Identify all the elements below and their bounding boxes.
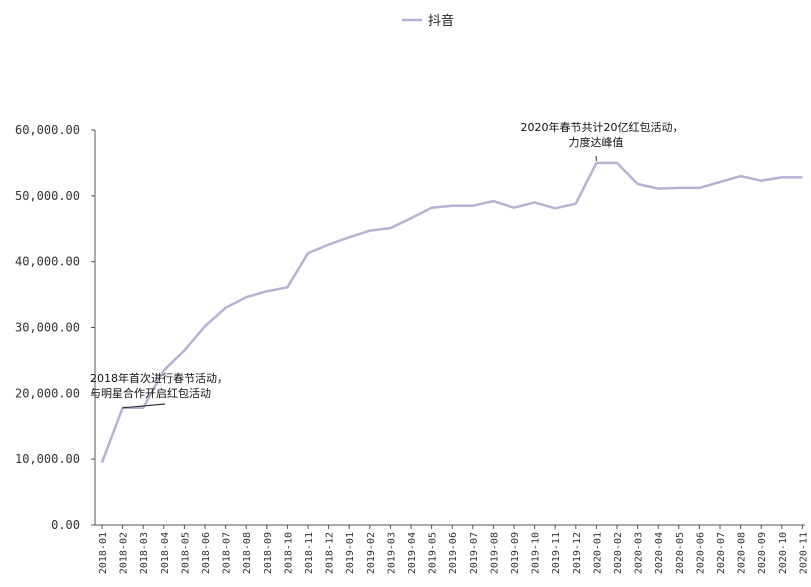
legend-label: 抖音 bbox=[428, 13, 454, 29]
x-tick-label: 2019-10 bbox=[531, 532, 542, 574]
x-tick-label: 2018-06 bbox=[201, 532, 212, 574]
x-tick-label: 2019-11 bbox=[551, 532, 562, 574]
x-tick-label: 2020-08 bbox=[737, 532, 748, 574]
x-tick-label: 2019-07 bbox=[469, 532, 480, 574]
y-axis: 0.00 10,000.00 20,000.00 30,000.00 40,000.00… bbox=[15, 123, 96, 532]
x-tick-label: 2019-04 bbox=[407, 532, 418, 574]
y-tick-label: 30,000.00 bbox=[15, 321, 80, 335]
series-line-douyin bbox=[100, 161, 803, 463]
x-tick-label: 2018-07 bbox=[222, 532, 233, 574]
annotation-2020-line-1: 2020年春节共计20亿红包活动， bbox=[521, 120, 684, 134]
y-tick-label: 50,000.00 bbox=[15, 189, 80, 203]
x-tick-label: 2020-06 bbox=[695, 532, 706, 574]
x-tick-label: 2020-07 bbox=[716, 532, 727, 574]
x-tick-label: 2019-06 bbox=[448, 532, 459, 574]
x-tick-label: 2019-01 bbox=[345, 532, 356, 574]
x-tick-label: 2019-03 bbox=[386, 532, 397, 574]
x-tick-label: 2020-02 bbox=[613, 532, 624, 574]
annotation-2020-line-2: 力度达峰值 bbox=[569, 135, 624, 149]
x-tick-label: 2018-04 bbox=[160, 532, 171, 574]
y-tick-label: 40,000.00 bbox=[15, 255, 80, 269]
annotation-2018-line-2: 与明星合作开启红包活动 bbox=[90, 386, 211, 400]
x-tick-label: 2018-11 bbox=[304, 532, 315, 574]
x-tick-label: 2018-03 bbox=[139, 532, 150, 574]
x-tick-label: 2019-09 bbox=[510, 532, 521, 574]
x-tick-label: 2020-01 bbox=[592, 532, 603, 574]
x-axis: 2018-01 2018-02 2018-03 2018-04 2018-05 2018-… bbox=[95, 524, 809, 574]
x-tick-label: 2020-04 bbox=[654, 532, 665, 574]
y-tick-label: 60,000.00 bbox=[15, 123, 80, 137]
y-tick-label: 0.00 bbox=[51, 518, 80, 532]
x-tick-label: 2020-05 bbox=[675, 532, 686, 574]
x-tick-label: 2019-05 bbox=[428, 532, 439, 574]
x-tick-label: 2019-12 bbox=[572, 532, 583, 574]
x-tick-label: 2018-05 bbox=[180, 532, 191, 574]
x-tick-label: 2018-09 bbox=[263, 532, 274, 574]
x-tick-label: 2020-03 bbox=[634, 532, 645, 574]
legend: 抖音 bbox=[402, 13, 454, 29]
annotations: 2018年首次进行春节活动，与明星合作开启红包活动 2020年春节共计20亿红包活… bbox=[90, 120, 684, 409]
x-tick-label: 2019-02 bbox=[366, 532, 377, 574]
y-tick-label: 20,000.00 bbox=[15, 386, 80, 400]
x-tick-label: 2018-01 bbox=[98, 532, 109, 574]
annotation-2018-line-1: 2018年首次进行春节活动， bbox=[90, 371, 228, 385]
x-tick-label: 2018-12 bbox=[325, 532, 336, 574]
x-tick-label: 2019-08 bbox=[489, 532, 500, 574]
x-tick-label: 2020-09 bbox=[757, 532, 768, 574]
y-tick-label: 10,000.00 bbox=[15, 452, 80, 466]
x-tick-label: 2020-10 bbox=[778, 532, 789, 574]
x-tick-label: 2018-02 bbox=[119, 532, 130, 574]
x-tick-label: 2018-08 bbox=[242, 532, 253, 574]
series bbox=[100, 161, 803, 463]
x-tick-label: 2020-11 bbox=[798, 532, 809, 574]
annotation-2018-pointer bbox=[122, 403, 166, 409]
x-tick-label: 2018-10 bbox=[283, 532, 294, 574]
